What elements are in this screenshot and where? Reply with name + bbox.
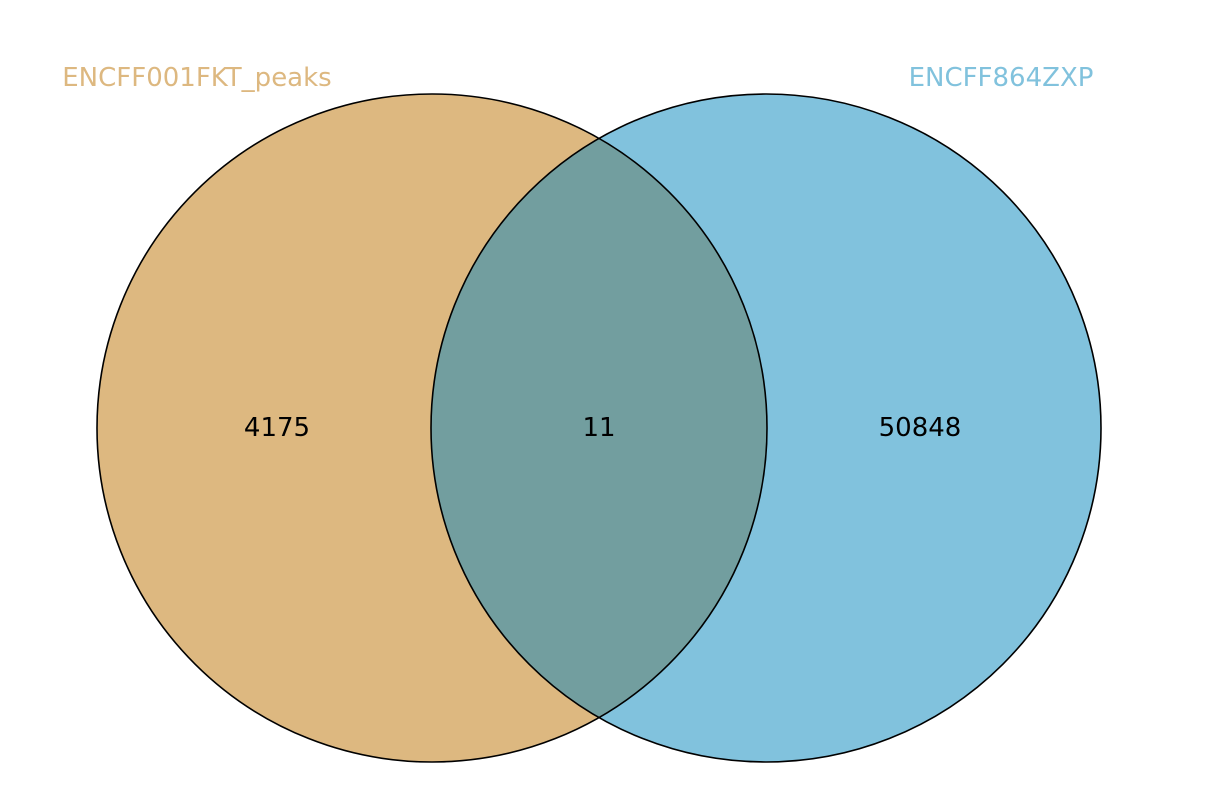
count-overlap: 11 <box>582 413 615 443</box>
overlap-region <box>431 94 767 762</box>
set-label-left: ENCFF001FKT_peaks <box>62 63 331 93</box>
set-label-right: ENCFF864ZXP <box>909 63 1094 93</box>
count-right-only: 50848 <box>879 413 962 443</box>
set-outline-left <box>96 93 768 763</box>
count-left-only: 4175 <box>244 413 310 443</box>
set-outline-right <box>430 93 1102 763</box>
